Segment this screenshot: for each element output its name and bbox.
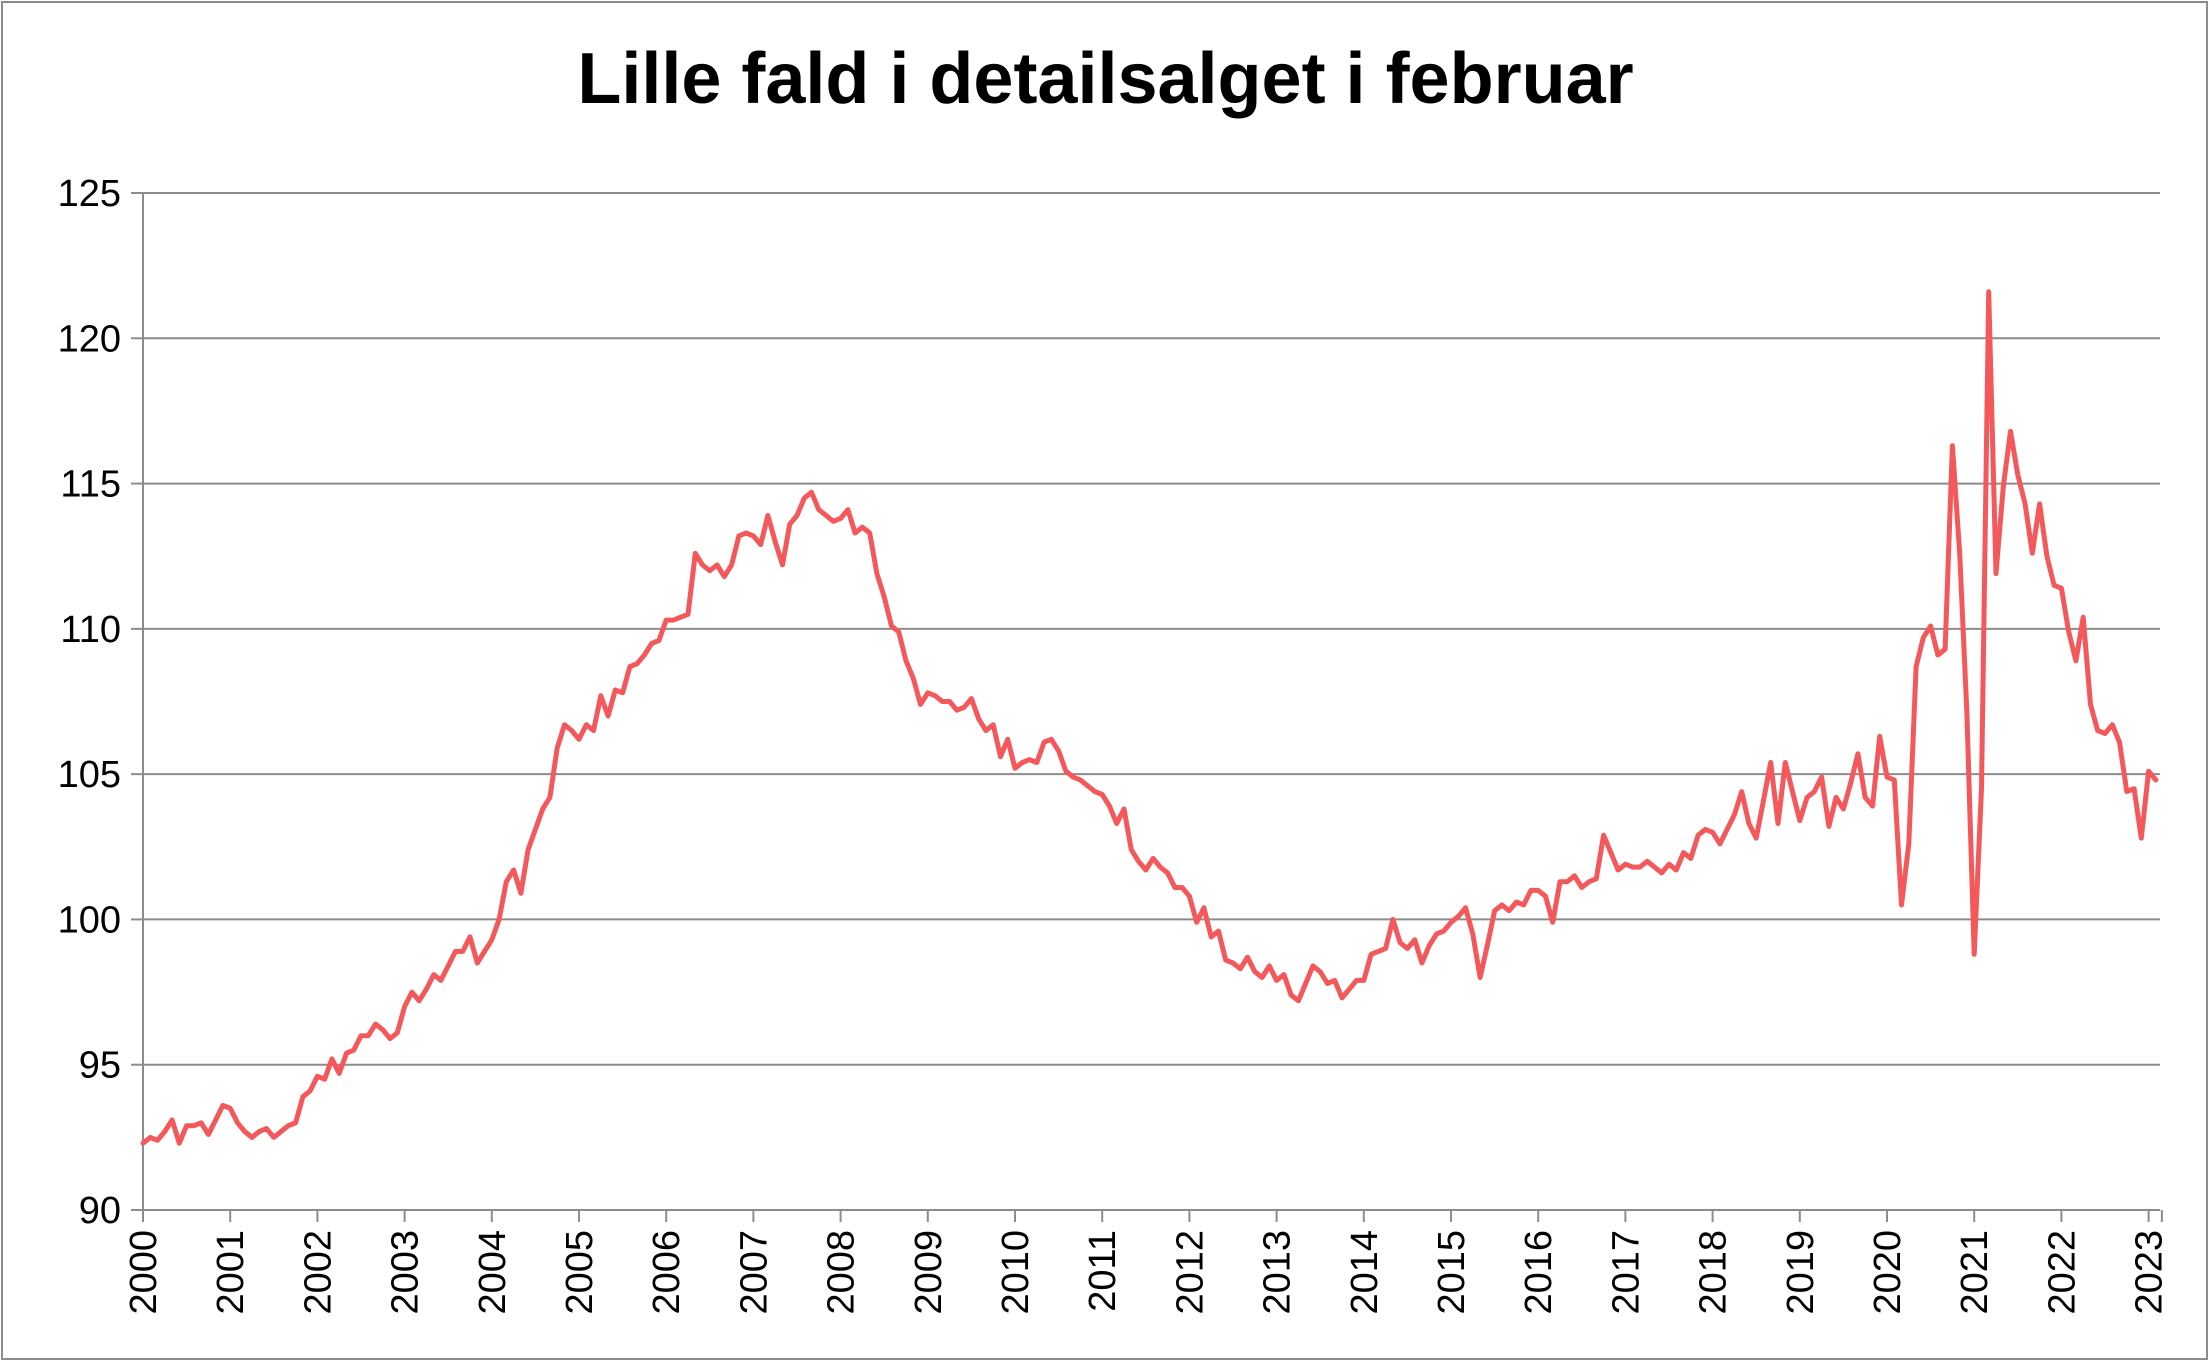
y-tick-label: 115 — [60, 464, 121, 506]
x-tick-label: 2015 — [1431, 1230, 1473, 1315]
x-tick-label: 2020 — [1867, 1230, 1909, 1315]
x-tick-label: 2010 — [995, 1230, 1037, 1315]
x-tick-label: 2013 — [1257, 1230, 1299, 1315]
y-tick-label: 90 — [79, 1190, 121, 1232]
x-tick-label: 2005 — [559, 1230, 601, 1315]
x-tick-label: 2003 — [385, 1230, 427, 1315]
x-tick-label: 2000 — [123, 1230, 165, 1315]
x-tick-label: 2021 — [1954, 1230, 1996, 1315]
x-tick-label: 2018 — [1693, 1230, 1735, 1315]
y-tick-label: 110 — [60, 609, 121, 651]
x-tick-label: 2016 — [1518, 1230, 1560, 1315]
x-tick-label: 2023 — [2129, 1230, 2171, 1315]
series-line — [140, 289, 2159, 1146]
x-tick-label: 2017 — [1605, 1230, 1647, 1315]
x-tick-label: 2002 — [297, 1230, 339, 1315]
chart-title: Lille fald i detailsalget i februar — [577, 39, 1634, 119]
x-tick-label: 2012 — [1169, 1230, 1211, 1315]
x-tick-label: 2008 — [821, 1230, 863, 1315]
x-tick-label: 2009 — [908, 1230, 950, 1315]
x-tick-label: 2022 — [2041, 1230, 2083, 1315]
x-tick-label: 2014 — [1344, 1230, 1386, 1315]
x-tick-label: 2019 — [1780, 1230, 1822, 1315]
y-tick-label: 100 — [58, 899, 121, 941]
x-tick-label: 2006 — [646, 1230, 688, 1315]
x-tick-label: 2004 — [472, 1230, 514, 1315]
y-tick-label: 105 — [58, 754, 121, 796]
y-tick-label: 125 — [58, 173, 121, 215]
x-tick-label: 2011 — [1082, 1230, 1124, 1312]
y-tick-label: 95 — [79, 1045, 121, 1087]
x-tick-label: 2007 — [733, 1230, 775, 1315]
y-tick-label: 120 — [58, 318, 121, 360]
x-tick-label: 2001 — [210, 1230, 252, 1315]
